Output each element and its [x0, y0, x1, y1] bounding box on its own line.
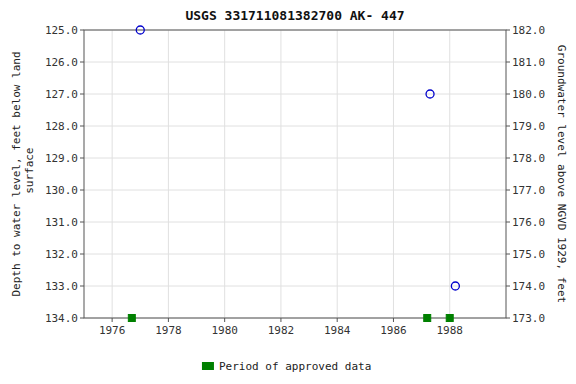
- chart: 1976197819801982198419861988125.0126.012…: [0, 0, 576, 384]
- y2-tick: [506, 126, 510, 127]
- series: [136, 26, 459, 290]
- y-tick-label: 128.0: [45, 120, 78, 133]
- grid-line-y: [84, 286, 506, 287]
- y-tick-label: 127.0: [45, 88, 78, 101]
- grid-line-x: [224, 30, 225, 318]
- y2-tick-label: 176.0: [512, 216, 545, 229]
- y-tick: [80, 126, 84, 127]
- grid-line-y: [84, 190, 506, 191]
- y-tick: [80, 318, 84, 319]
- circle-marker: [426, 90, 434, 98]
- x-tick-label: 1978: [155, 324, 182, 337]
- x-tick-label: 1980: [211, 324, 238, 337]
- y2-axis-label: Groundwater level above NGVD 1929, feet: [555, 45, 568, 303]
- grid-line-y: [84, 126, 506, 127]
- y-tick: [80, 62, 84, 63]
- x-tick: [112, 318, 113, 322]
- y-tick: [80, 94, 84, 95]
- grid-line-x: [393, 30, 394, 318]
- y2-tick-label: 175.0: [512, 248, 545, 261]
- y2-tick: [506, 254, 510, 255]
- y2-tick-label: 178.0: [512, 152, 545, 165]
- y-tick-label: 126.0: [45, 56, 78, 69]
- y-axis-label: Depth to water level, feet below land su…: [10, 51, 36, 296]
- data-points: [128, 26, 459, 322]
- plot-frame: [84, 30, 506, 318]
- grid-line-y: [84, 158, 506, 159]
- y2-tick: [506, 286, 510, 287]
- grid-line-x: [449, 30, 450, 318]
- y-tick-label: 134.0: [45, 312, 78, 325]
- y-tick: [80, 190, 84, 191]
- grid-line-y: [84, 62, 506, 63]
- y-tick: [80, 222, 84, 223]
- y2-tick: [506, 158, 510, 159]
- y2-tick-label: 174.0: [512, 280, 545, 293]
- y-tick: [80, 286, 84, 287]
- y2-tick: [506, 190, 510, 191]
- plot-background: [84, 30, 506, 318]
- y-tick-label: 125.0: [45, 24, 78, 37]
- y2-tick-label: 177.0: [512, 184, 545, 197]
- x-tick-label: 1982: [268, 324, 295, 337]
- y2-axis: 182.0 181.0 180.0 179.0 178.0 177.0 176.0 175.0…: [506, 24, 545, 325]
- grid-line-y: [84, 254, 506, 255]
- y-tick-label: 129.0: [45, 152, 78, 165]
- y-tick: [80, 158, 84, 159]
- grid-line-x: [112, 30, 113, 318]
- y-tick: [80, 254, 84, 255]
- grid: [84, 30, 506, 318]
- y2-tick-label: 180.0: [512, 88, 545, 101]
- y-axis: 125.0 126.0 127.0 128.0 129.0 130.0 131.0 132.0…: [45, 24, 84, 325]
- grid-line-y: [84, 222, 506, 223]
- y-tick-label: 130.0: [45, 184, 78, 197]
- y2-tick-label: 181.0: [512, 56, 545, 69]
- y2-tick-label: 173.0: [512, 312, 545, 325]
- x-tick-label: 1984: [324, 324, 351, 337]
- legend-label: Period of approved data: [219, 360, 371, 373]
- square-marker: [424, 315, 431, 322]
- y-tick-label: 131.0: [45, 216, 78, 229]
- x-tick: [337, 318, 338, 322]
- grid-line-x: [280, 30, 281, 318]
- y-axis-label-line: surface: [23, 148, 36, 201]
- grid-line-y: [84, 94, 506, 95]
- y2-tick: [506, 318, 510, 319]
- y2-tick: [506, 62, 510, 63]
- series: [128, 315, 453, 322]
- x-tick: [280, 318, 281, 322]
- x-tick: [393, 318, 394, 322]
- y-tick: [80, 30, 84, 31]
- legend: Period of approved data: [202, 360, 371, 373]
- grid-line-x: [337, 30, 338, 318]
- grid-line-x: [168, 30, 169, 318]
- legend-swatch: [202, 362, 214, 370]
- square-marker: [128, 315, 135, 322]
- x-tick: [168, 318, 169, 322]
- circle-marker: [451, 282, 459, 290]
- circle-marker: [136, 26, 144, 34]
- y2-tick: [506, 222, 510, 223]
- x-tick-label: 1988: [436, 324, 463, 337]
- y-tick-label: 133.0: [45, 280, 78, 293]
- y2-tick-label: 182.0: [512, 24, 545, 37]
- x-tick: [224, 318, 225, 322]
- y-tick-label: 132.0: [45, 248, 78, 261]
- title: USGS 331711081382700 AK- 447: [185, 8, 404, 23]
- x-tick-label: 1986: [380, 324, 407, 337]
- y2-tick: [506, 94, 510, 95]
- y2-tick-label: 179.0: [512, 120, 545, 133]
- x-tick-label: 1976: [99, 324, 126, 337]
- x-axis: 1976 1978 1980 1982 1984 1986 1988: [99, 318, 463, 337]
- square-marker: [446, 315, 453, 322]
- y2-tick: [506, 30, 510, 31]
- y-axis-label-line: Depth to water level, feet below land: [10, 51, 23, 296]
